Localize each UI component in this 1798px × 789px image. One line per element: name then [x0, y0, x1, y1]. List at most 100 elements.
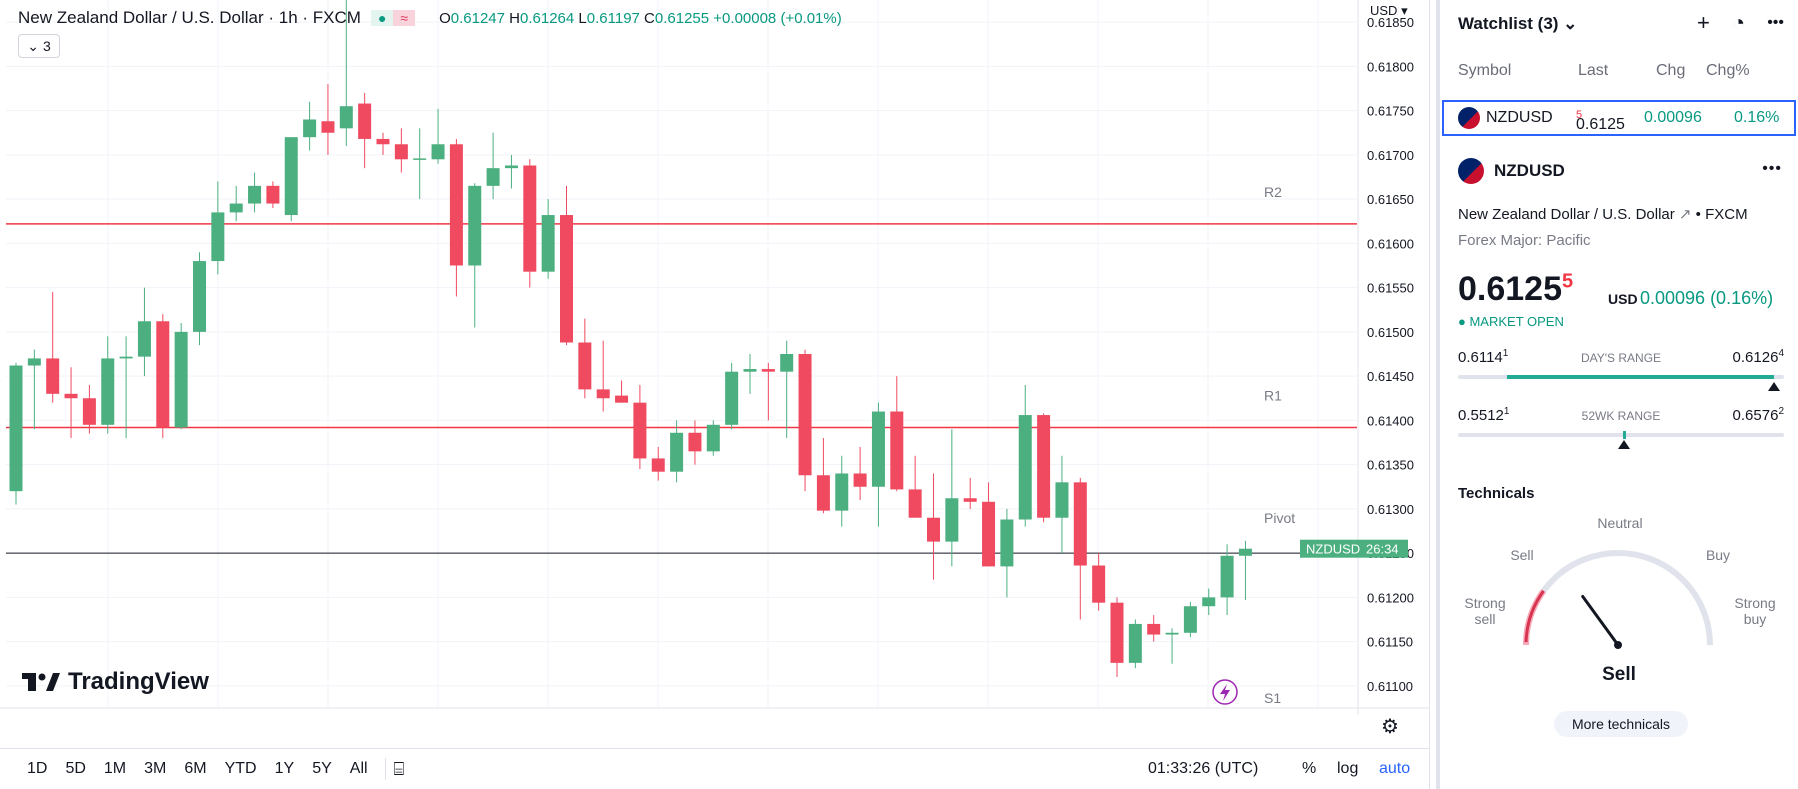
- external-link-icon[interactable]: ↗: [1678, 206, 1692, 223]
- col-last[interactable]: Last: [1578, 62, 1609, 79]
- price-currency: USD: [1608, 291, 1638, 307]
- more-icon[interactable]: •••: [1762, 160, 1782, 177]
- close-value: 0.61255: [654, 9, 710, 27]
- chart-settings-gear-icon[interactable]: ⚙: [1381, 716, 1399, 738]
- technicals-heading[interactable]: Technicals: [1458, 485, 1535, 502]
- candle-body: [211, 212, 225, 262]
- price-badge-countdown: 26:34: [1366, 542, 1399, 557]
- candle-body: [486, 168, 500, 186]
- indicators-count: 3: [42, 38, 51, 54]
- candle-body: [761, 369, 775, 372]
- level-label-pivot: Pivot: [1264, 510, 1295, 526]
- market-status-pill[interactable]: ● ≈: [370, 7, 416, 29]
- range-button-1d[interactable]: 1D: [27, 760, 48, 777]
- gauge-label-buy: Buy: [1705, 547, 1731, 563]
- high-value: 0.61264: [520, 9, 575, 27]
- candle-body: [321, 121, 335, 133]
- col-symbol[interactable]: Symbol: [1458, 62, 1512, 79]
- more-technicals-button[interactable]: More technicals: [1554, 711, 1688, 737]
- watchlist-row[interactable]: NZDUSD 0.6125 5 0.00096 0.16%: [1442, 100, 1796, 136]
- range-button-all[interactable]: All: [349, 760, 368, 777]
- low-value: 0.61197: [586, 9, 640, 27]
- days-range-high: 0.61264: [1732, 348, 1784, 366]
- exchange-name: • FXCM: [1695, 206, 1748, 223]
- range-button-6m[interactable]: 6M: [184, 760, 207, 777]
- candle-body: [46, 358, 60, 394]
- candle-body: [1128, 623, 1142, 663]
- days-range-label: DAY'S RANGE: [1580, 351, 1662, 365]
- range-button-3m[interactable]: 3M: [144, 760, 167, 777]
- technicals-gauge: [1523, 550, 1713, 649]
- level-label-r2: R2: [1264, 184, 1282, 200]
- currency-selector[interactable]: USD ▾: [1370, 3, 1408, 19]
- candle-body: [394, 144, 408, 160]
- candle-body: [1238, 548, 1252, 556]
- watchlist-actions: + ◔ •••: [1697, 10, 1784, 36]
- candle-body: [82, 398, 96, 425]
- week52-range-marker-icon: [1618, 440, 1631, 449]
- col-chgp[interactable]: Chg%: [1706, 62, 1750, 79]
- details-name: New Zealand Dollar / U.S. Dollar ↗ • FXC…: [1458, 205, 1748, 223]
- candle-body: [101, 358, 115, 425]
- candle-body: [908, 489, 922, 518]
- date-range-icon[interactable]: ⌸: [393, 758, 405, 779]
- chart-pane[interactable]: 0.61850 0.61800 0.61750 0.61700 0.61650 0.616…: [0, 0, 1430, 789]
- log-scale-button[interactable]: log: [1337, 760, 1359, 777]
- week52-range-label: 52WK RANGE: [1581, 409, 1661, 423]
- candle-body: [449, 144, 463, 266]
- utc-clock[interactable]: 01:33:26 (UTC): [1148, 760, 1259, 777]
- range-button-ytd[interactable]: YTD: [224, 760, 257, 777]
- level-label-r1: R1: [1264, 387, 1282, 403]
- candle-body: [871, 411, 885, 487]
- candle-body: [1037, 415, 1051, 518]
- candle-body: [1018, 415, 1032, 520]
- days-range-track: [1458, 375, 1784, 379]
- right-sidebar: Watchlist (3) ⌄ + ◔ ••• Symbol Last Chg …: [1436, 0, 1798, 789]
- range-button-1m[interactable]: 1M: [103, 760, 127, 777]
- candle-body: [706, 424, 720, 452]
- more-icon[interactable]: •••: [1767, 14, 1784, 31]
- percent-scale-button[interactable]: %: [1302, 760, 1317, 777]
- range-button-5y[interactable]: 5Y: [312, 760, 332, 777]
- candle-body: [633, 402, 647, 459]
- tradingview-logo[interactable]: TradingView: [22, 668, 209, 696]
- chevron-down-icon: ⌄: [27, 37, 39, 54]
- price-chart[interactable]: 0.61850 0.61800 0.61750 0.61700 0.61650 0.616…: [0, 0, 1430, 715]
- candle-body: [156, 321, 170, 428]
- range-button-5d[interactable]: 5D: [65, 760, 86, 777]
- price-tick-label: 0.61700: [1367, 148, 1414, 163]
- candle-body: [376, 138, 390, 145]
- candle-body: [743, 369, 757, 372]
- candle-body: [1202, 597, 1216, 607]
- gauge-label-neutral: Neutral: [1597, 515, 1643, 531]
- add-symbol-icon[interactable]: +: [1697, 10, 1710, 35]
- watchlist-title[interactable]: Watchlist (3) ⌄: [1458, 14, 1577, 34]
- range-button-1y[interactable]: 1Y: [274, 760, 295, 777]
- row-chg: 0.00096: [1644, 109, 1702, 126]
- toolbar-divider: [384, 758, 386, 780]
- candle-body: [339, 106, 353, 129]
- market-open-dot-icon: ●: [370, 10, 394, 26]
- currency-label: USD: [1370, 3, 1398, 18]
- candle-body: [119, 356, 133, 359]
- candle-body: [798, 354, 812, 476]
- instrument-name: New Zealand Dollar / U.S. Dollar: [1458, 206, 1675, 223]
- details-symbol[interactable]: NZDUSD: [1458, 158, 1565, 184]
- auto-scale-button[interactable]: auto: [1379, 760, 1411, 777]
- category[interactable]: Forex Major: Pacific: [1458, 232, 1591, 249]
- candle-body: [431, 144, 445, 160]
- bottom-toolbar: 1D 5D 1M 3M 6M YTD 1Y 5Y All ⌸ 01:33:26 (UTC) % …: [0, 748, 1430, 789]
- advanced-view-icon[interactable]: ◔: [1731, 10, 1746, 35]
- indicators-toggle[interactable]: ⌄ 3: [18, 34, 60, 58]
- col-chg[interactable]: Chg: [1656, 62, 1686, 79]
- candle-body: [1055, 482, 1069, 518]
- level-label-s1: S1: [1264, 690, 1281, 706]
- candle-body: [358, 103, 372, 139]
- candle-body: [1165, 632, 1179, 635]
- candle-body: [982, 501, 996, 567]
- candle-body: [193, 261, 206, 332]
- days-range-low: 0.61141: [1458, 348, 1509, 366]
- symbol-title[interactable]: New Zealand Dollar / U.S. Dollar · 1h · …: [18, 8, 361, 27]
- tradingview-logo-text: TradingView: [68, 668, 209, 695]
- candle-body: [688, 432, 702, 452]
